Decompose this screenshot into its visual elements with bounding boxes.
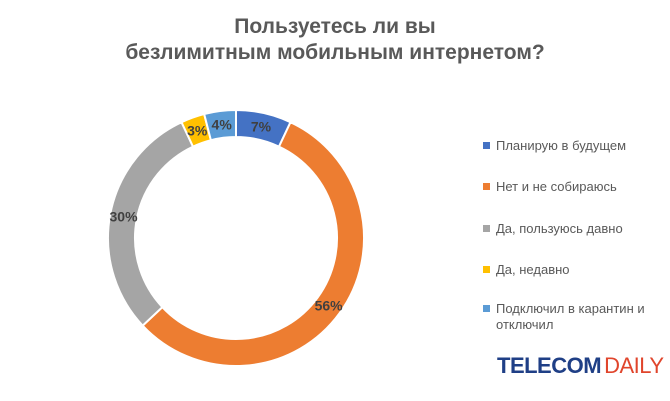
logo-telecom: TELECOM — [497, 353, 602, 378]
legend-label: Нет и не собираюсь — [496, 179, 617, 194]
legend-label: Да, недавно — [496, 262, 570, 277]
legend-label: Подключил в карантин и отключил — [496, 301, 645, 332]
legend-swatch — [483, 142, 490, 149]
donut-slice — [202, 108, 237, 142]
chart-title-line-1: Пользуетесь ли вы — [234, 15, 436, 38]
legend-swatch — [483, 183, 490, 190]
legend-swatch — [483, 225, 490, 232]
slice-data-label: 7% — [251, 118, 272, 134]
donut-slice — [141, 120, 365, 367]
legend-label: Да, пользуюсь давно — [496, 221, 623, 236]
slice-data-label: 4% — [212, 116, 233, 132]
chart-title-line-2: безлимитным мобильным интернетом? — [125, 41, 545, 64]
legend-swatch — [483, 266, 490, 273]
chart-title: Пользуетесь ли вы безлимитным мобильным … — [0, 14, 670, 66]
legend-swatch — [483, 305, 490, 312]
slice-data-label: 56% — [315, 297, 344, 313]
logo-daily: DAILY — [604, 353, 664, 378]
slice-data-label: 30% — [110, 209, 139, 225]
telecom-daily-logo: TELECOM DAILY — [497, 353, 664, 379]
legend-label: Планирую в будущем — [496, 138, 627, 153]
slice-data-label: 3% — [187, 122, 208, 138]
